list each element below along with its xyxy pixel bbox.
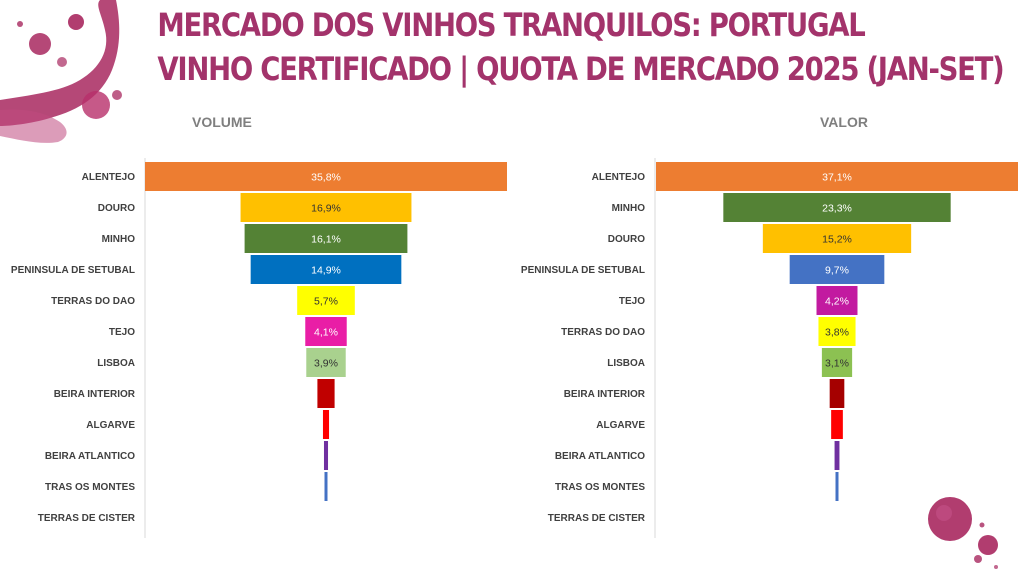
data-label: 14,9%: [311, 265, 341, 277]
category-label: LISBOA: [607, 358, 645, 369]
category-label: TRAS OS MONTES: [555, 482, 645, 493]
category-label: BEIRA ATLANTICO: [555, 451, 645, 462]
funnel-bar: [317, 379, 335, 408]
funnel-bar: [240, 193, 412, 222]
funnel-bar: [821, 348, 853, 377]
category-label: ALENTEJO: [592, 172, 646, 183]
category-label: TEJO: [109, 327, 135, 338]
wine-stain-top-left: [0, 0, 122, 143]
volume-panel-title: VOLUME: [192, 114, 252, 130]
funnel-bar: [250, 255, 402, 284]
data-label: 37,1%: [822, 172, 852, 184]
category-label: MINHO: [612, 203, 646, 214]
category-label: DOURO: [608, 234, 645, 245]
category-label: DOURO: [98, 203, 135, 214]
category-label: ALENTEJO: [82, 172, 136, 183]
data-label: 15,2%: [822, 234, 852, 246]
category-label: MINHO: [102, 234, 136, 245]
data-label: 4,1%: [314, 327, 338, 339]
data-label: 3,9%: [314, 358, 338, 370]
data-label: 35,8%: [311, 172, 341, 184]
funnel-bar: [145, 162, 507, 191]
funnel-bar: [305, 317, 347, 346]
category-label: ALGARVE: [596, 420, 645, 431]
funnel-bar: [831, 410, 843, 439]
funnel-bar: [322, 410, 330, 439]
funnel-bar: [244, 224, 408, 253]
category-label: LISBOA: [97, 358, 135, 369]
funnel-bar: [762, 224, 912, 253]
category-label: ALGARVE: [86, 420, 135, 431]
category-label: BEIRA INTERIOR: [564, 389, 646, 400]
data-label: 9,7%: [825, 265, 849, 277]
funnel-bar: [834, 441, 840, 470]
funnel-bar: [324, 472, 328, 501]
wine-stain-bottom-right: [928, 497, 998, 569]
funnel-bar: [835, 472, 839, 501]
category-label: TERRAS DE CISTER: [548, 513, 646, 524]
funnel-bar: [818, 317, 856, 346]
funnel-bar: [789, 255, 885, 284]
data-label: 3,8%: [825, 327, 849, 339]
category-label: TEJO: [619, 296, 645, 307]
category-label: TERRAS DO DAO: [51, 296, 135, 307]
data-label: 16,1%: [311, 234, 341, 246]
funnel-bar: [297, 286, 355, 315]
data-label: 3,1%: [825, 358, 849, 370]
funnel-bar: [829, 379, 845, 408]
category-label: TERRAS DO DAO: [561, 327, 645, 338]
volume-funnel-chart: ALENTEJO 35,8% DOURO 16,9% MINHO 16,1% PENINSU…: [11, 158, 507, 538]
funnel-bar: [816, 286, 858, 315]
data-label: 5,7%: [314, 296, 338, 308]
funnel-bar: [656, 162, 1018, 191]
valor-funnel-chart: ALENTEJO 37,1% MINHO 23,3% DOURO 15,2% PENINSU…: [521, 158, 1018, 538]
funnel-bar: [723, 193, 951, 222]
category-label: PENINSULA DE SETUBAL: [521, 265, 645, 276]
data-label: 16,9%: [311, 203, 341, 215]
category-label: BEIRA ATLANTICO: [45, 451, 135, 462]
funnel-bar: [323, 441, 329, 470]
category-label: TERRAS DE CISTER: [38, 513, 136, 524]
data-label: 4,2%: [825, 296, 849, 308]
category-label: TRAS OS MONTES: [45, 482, 135, 493]
data-label: 23,3%: [822, 203, 852, 215]
page-title: MERCADO DOS VINHOS TRANQUILOS: PORTUGAL: [157, 6, 865, 44]
funnel-bar: [306, 348, 346, 377]
valor-panel-title: VALOR: [820, 114, 868, 130]
page-subtitle: VINHO CERTIFICADO | QUOTA DE MERCADO 202…: [157, 50, 1004, 88]
category-label: BEIRA INTERIOR: [54, 389, 136, 400]
category-label: PENINSULA DE SETUBAL: [11, 265, 135, 276]
